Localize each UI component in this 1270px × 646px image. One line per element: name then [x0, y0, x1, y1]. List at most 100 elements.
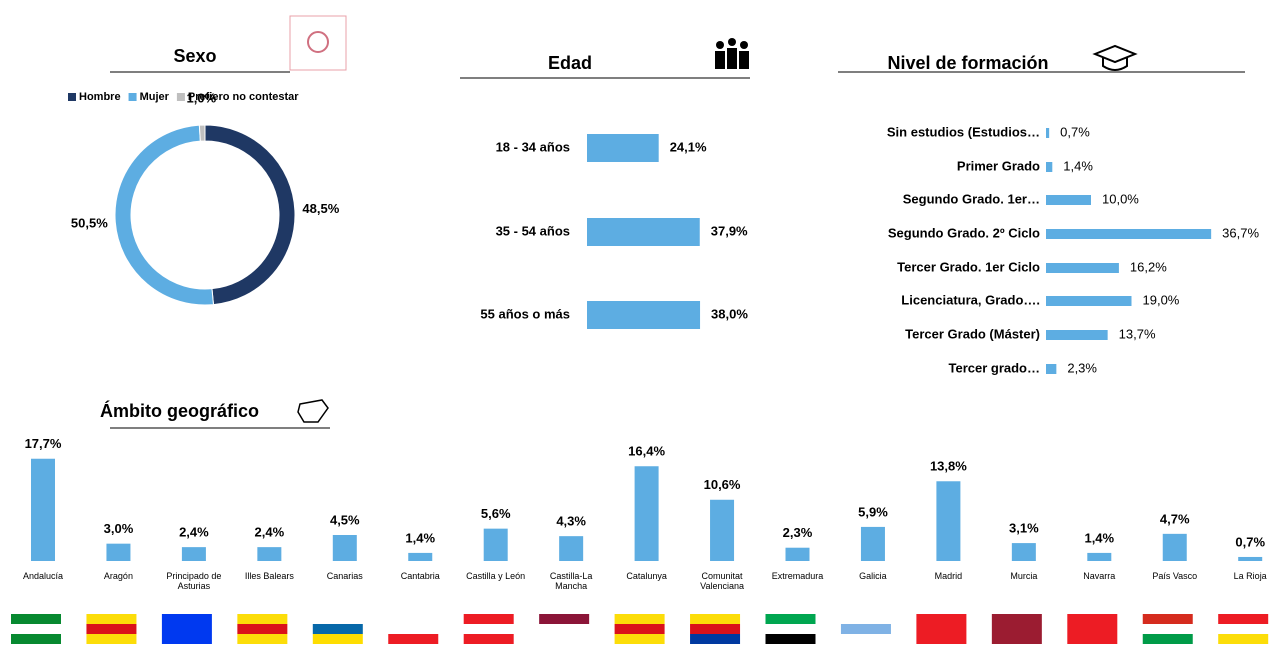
flag [237, 634, 288, 644]
category-label: Tercer grado… [948, 360, 1040, 375]
category-label: Primer Grado [957, 158, 1040, 173]
category-label-box: Navarra [1083, 571, 1115, 581]
flag [1067, 624, 1118, 634]
category-label: 55 años o más [480, 306, 570, 321]
bar [1011, 543, 1036, 561]
flag [388, 624, 439, 634]
flag [463, 614, 514, 624]
bar [1046, 128, 1050, 138]
data-label: 3,1% [1009, 521, 1039, 536]
data-label: 1,0% [187, 90, 217, 105]
data-label: 4,3% [556, 514, 586, 529]
category-label-box: Extremadura [771, 571, 824, 581]
legend-label: Hombre [79, 91, 121, 103]
flag [765, 624, 816, 634]
category-label-box: Andalucía [23, 571, 63, 581]
bar [634, 466, 659, 561]
data-label: 10,0% [1102, 191, 1139, 206]
category-label-box: Madrid [935, 571, 963, 581]
flag [991, 634, 1042, 644]
bar [1238, 556, 1263, 561]
category-label-box: Cantabria [400, 571, 440, 581]
category-label-box: Castilla-La Mancha [549, 571, 593, 591]
flag [690, 624, 741, 634]
bar [1046, 330, 1108, 340]
legend-swatch [176, 93, 185, 101]
donut-segment [204, 124, 296, 306]
flag [312, 624, 363, 634]
chart-title: Ámbito geográfico [100, 400, 259, 421]
flag [840, 624, 891, 634]
bar [1046, 364, 1057, 374]
legend-swatch [68, 93, 76, 101]
data-label: 10,6% [704, 477, 741, 492]
flag [1142, 634, 1193, 644]
data-label: 36,7% [1222, 225, 1259, 240]
bar [1046, 296, 1132, 306]
bar [860, 526, 885, 561]
map-icon [297, 399, 329, 423]
bar [1046, 263, 1119, 273]
flag [1142, 614, 1193, 624]
data-label: 13,8% [930, 459, 967, 474]
flag [161, 634, 212, 644]
data-label: 3,0% [104, 521, 134, 536]
flag [614, 624, 665, 634]
data-label: 24,1% [670, 139, 707, 154]
bar [31, 458, 55, 561]
bar [587, 134, 659, 162]
data-label: 16,2% [1130, 259, 1167, 274]
bar [587, 218, 700, 246]
category-label-box: Canarias [326, 571, 363, 581]
flag [463, 634, 514, 644]
legend-label: Prefiero no contestar [188, 91, 299, 103]
flag [11, 634, 61, 644]
data-label: 2,3% [783, 525, 813, 540]
flag [765, 614, 816, 624]
flag [237, 614, 288, 624]
flag [1218, 624, 1269, 634]
category-label: Catalunya [626, 571, 667, 581]
data-label: 4,5% [330, 512, 360, 527]
gender-icon [289, 15, 347, 71]
flag [539, 614, 590, 624]
legend-swatch [128, 93, 137, 101]
flag [1218, 634, 1269, 644]
data-label: 48,5% [302, 201, 339, 216]
data-label: 50,5% [71, 216, 108, 231]
category-label: Illes Balears [244, 571, 294, 581]
category-label: Aragón [103, 571, 133, 581]
category-label: Galicia [859, 571, 887, 581]
flag [1218, 614, 1269, 624]
chart-title: Nivel de formación [887, 53, 1048, 73]
flag [312, 634, 363, 644]
data-label: 19,0% [1143, 292, 1180, 307]
category-label: Extremadura [771, 571, 824, 581]
grad-icon [1092, 44, 1138, 71]
category-label: Cantabria [400, 571, 440, 581]
donut-segment [114, 124, 215, 306]
category-label: Licenciatura, Grado…. [901, 292, 1040, 307]
flag [614, 634, 665, 644]
data-label: 17,7% [25, 436, 62, 451]
category-label: Tercer Grado. 1er Ciclo [897, 259, 1040, 274]
flag [312, 614, 363, 624]
flag [690, 614, 741, 624]
bar [1046, 195, 1091, 205]
flag [991, 614, 1042, 624]
flag [1067, 634, 1118, 644]
flag [690, 634, 741, 644]
donut-segment [198, 124, 206, 142]
category-label: Castilla-La Mancha [549, 571, 593, 591]
category-label-box: Galicia [859, 571, 887, 581]
category-label-box: País Vasco [1152, 571, 1197, 581]
legend-label: Mujer [140, 91, 170, 103]
flag [539, 634, 590, 644]
data-label: 37,9% [711, 223, 748, 238]
category-label: Canarias [326, 571, 363, 581]
flag [11, 624, 61, 634]
flag [840, 614, 891, 624]
flag [840, 634, 891, 644]
category-label: Segundo Grado. 1er… [903, 191, 1040, 206]
